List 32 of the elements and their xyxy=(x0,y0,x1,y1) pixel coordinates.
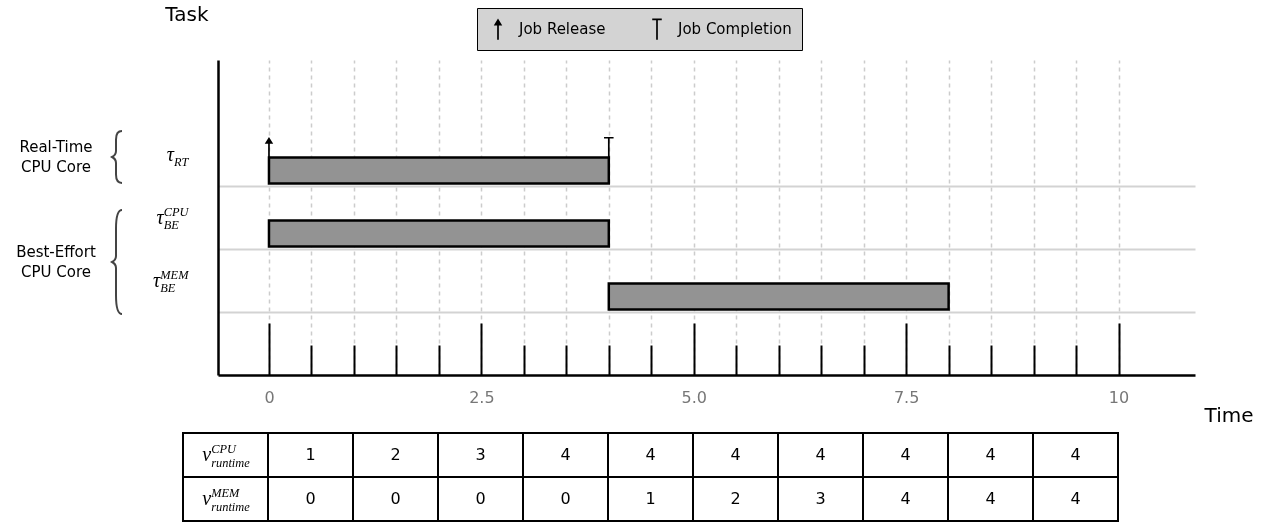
data-label: 3 xyxy=(475,445,486,464)
data-label: 0 xyxy=(305,489,316,508)
data-label: 4 xyxy=(560,445,571,464)
x-tick-label: 10 xyxy=(1108,387,1130,407)
y-tick-label: τ$_{RT}$ xyxy=(166,142,190,170)
x-tick-label: 5.0 xyxy=(681,387,707,407)
data-label: 4 xyxy=(1070,489,1081,508)
x-tick-label: 7.5 xyxy=(893,387,920,407)
data-label: 2 xyxy=(730,489,741,508)
x-axis-title: Time xyxy=(1203,402,1254,427)
text: Real-Time CPU Core xyxy=(18,137,94,177)
data-label: 4 xyxy=(900,489,911,508)
text: Best-Effort CPU Core xyxy=(15,242,97,282)
x-tick-label: 0 xyxy=(264,387,275,407)
data-label: 4 xyxy=(1070,445,1081,464)
legend-label: Job Completion xyxy=(677,20,792,39)
legend-label: Job Release xyxy=(518,20,606,39)
data-label: 0 xyxy=(560,489,571,508)
data-label: 1 xyxy=(645,489,656,508)
data-label: 4 xyxy=(985,489,996,508)
data-label: 0 xyxy=(475,489,486,508)
data-label: 4 xyxy=(815,445,826,464)
data-label: 4 xyxy=(645,445,656,464)
data-label: 3 xyxy=(815,489,826,508)
data-label: 2 xyxy=(390,445,401,464)
data-label: 4 xyxy=(730,445,741,464)
data-label: 4 xyxy=(900,445,911,464)
y-axis-title: Task xyxy=(164,1,209,26)
data-label: 1 xyxy=(305,445,316,464)
data-label: 0 xyxy=(390,489,401,508)
x-tick-label: 2.5 xyxy=(469,387,495,407)
data-label: 4 xyxy=(985,445,996,464)
